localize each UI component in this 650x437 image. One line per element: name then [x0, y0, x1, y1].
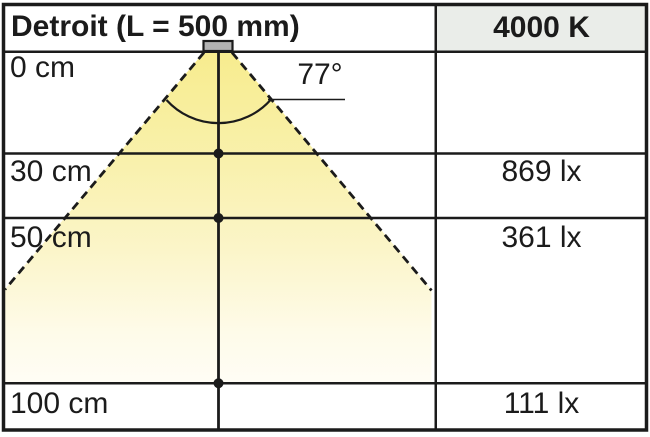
distance-label-0cm: 0 cm	[10, 51, 76, 84]
distance-label-50cm: 50 cm	[10, 221, 92, 254]
beam-edge-right	[230, 51, 433, 292]
measure-point-50cm	[213, 213, 224, 223]
measure-point-100cm	[213, 378, 224, 389]
illuminance-value-30cm: 869 lx	[501, 155, 582, 188]
product-title: Detroit (L = 500 mm)	[11, 10, 300, 43]
beam-angle-value: 77°	[297, 58, 343, 91]
beam-angle-arc	[165, 99, 272, 125]
beam-edge-left	[3, 51, 206, 291]
distance-label-100cm: 100 cm	[10, 387, 109, 420]
illuminance-value-50cm: 361 lx	[501, 221, 582, 254]
illuminance-value-100cm: 111 lx	[503, 387, 580, 420]
row-grid-lines	[3, 50, 647, 385]
distance-label-30cm: 30 cm	[10, 155, 92, 188]
temperature-header-cell-bg	[437, 5, 646, 51]
measure-point-30cm	[213, 148, 224, 159]
color-temperature-label: 4000 K	[493, 11, 590, 44]
luminaire-fixture-icon	[202, 39, 234, 53]
